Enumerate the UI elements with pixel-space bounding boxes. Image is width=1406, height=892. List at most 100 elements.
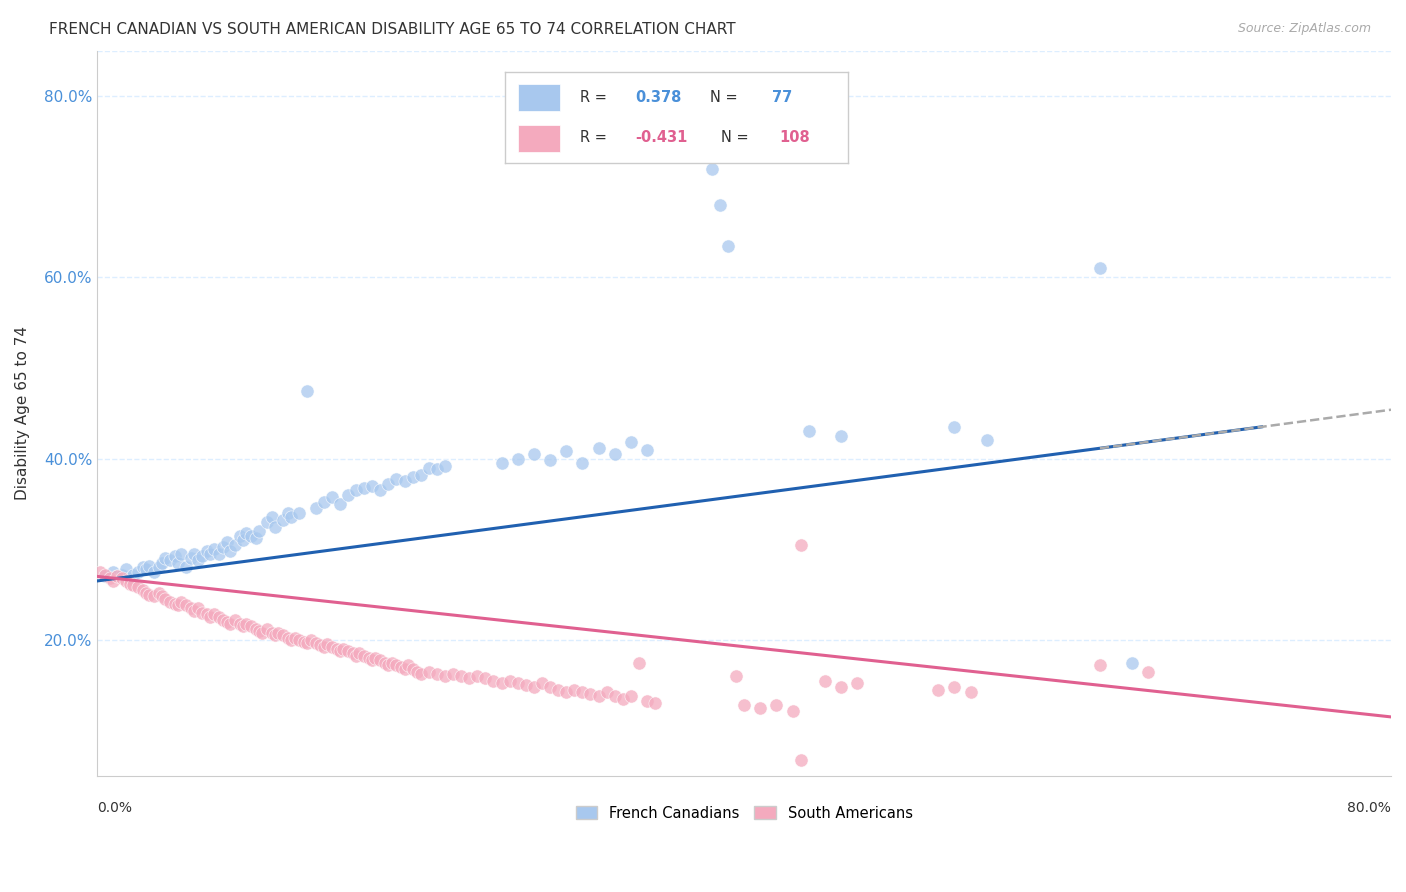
Point xyxy=(304,501,326,516)
Point xyxy=(620,435,643,450)
Point xyxy=(131,560,153,574)
Point xyxy=(361,653,384,667)
Point xyxy=(183,547,205,561)
Point xyxy=(228,528,250,542)
Point xyxy=(89,565,111,579)
Point xyxy=(304,636,326,650)
Point xyxy=(247,524,270,538)
Point xyxy=(377,658,399,673)
Point xyxy=(612,691,634,706)
Point xyxy=(170,595,193,609)
Point xyxy=(115,562,138,576)
Point xyxy=(790,538,813,552)
Point xyxy=(523,680,546,694)
Point xyxy=(118,576,141,591)
Point xyxy=(297,384,319,398)
Point xyxy=(260,510,283,524)
Point xyxy=(329,644,352,658)
Point xyxy=(782,704,804,718)
Point xyxy=(603,689,626,703)
Point xyxy=(353,481,375,495)
Point xyxy=(506,676,529,690)
Point xyxy=(280,510,302,524)
Point xyxy=(135,585,157,599)
Point xyxy=(277,631,299,645)
Point xyxy=(515,678,537,692)
Point xyxy=(191,549,214,564)
Point xyxy=(215,615,238,629)
Point xyxy=(830,429,852,443)
Point xyxy=(426,667,449,681)
Point xyxy=(321,490,343,504)
Point xyxy=(1088,261,1111,276)
Point xyxy=(245,532,267,546)
Point xyxy=(364,651,387,665)
Point xyxy=(218,616,240,631)
Point xyxy=(571,456,593,470)
Point xyxy=(142,565,165,579)
Point xyxy=(426,462,449,476)
Point xyxy=(135,562,157,576)
Point xyxy=(245,622,267,636)
Point xyxy=(433,669,456,683)
Point xyxy=(389,660,412,674)
Point xyxy=(491,456,513,470)
Point xyxy=(224,613,246,627)
Point xyxy=(620,689,643,703)
Point xyxy=(153,551,176,566)
Point xyxy=(401,469,423,483)
Point xyxy=(325,641,347,656)
Point xyxy=(163,597,186,611)
Point xyxy=(148,560,170,574)
Point xyxy=(195,607,218,622)
Point xyxy=(315,637,337,651)
Point xyxy=(1088,658,1111,673)
Point xyxy=(588,441,610,455)
Point xyxy=(138,588,160,602)
Point xyxy=(830,680,852,694)
Point xyxy=(200,547,222,561)
Point xyxy=(353,649,375,664)
Point xyxy=(292,634,315,648)
Point xyxy=(409,667,432,681)
Point xyxy=(118,571,141,585)
Point xyxy=(202,542,225,557)
Point xyxy=(498,673,520,688)
Point xyxy=(180,551,202,566)
Point xyxy=(450,669,472,683)
Point xyxy=(644,696,666,710)
Point xyxy=(94,567,117,582)
Point xyxy=(138,558,160,573)
Point xyxy=(150,556,173,570)
Point xyxy=(797,425,820,439)
Point xyxy=(336,488,359,502)
Point xyxy=(491,676,513,690)
Point xyxy=(636,442,658,457)
Point xyxy=(239,619,262,633)
Point xyxy=(299,632,322,647)
Point xyxy=(381,656,404,670)
Point xyxy=(406,665,429,679)
Point xyxy=(530,676,553,690)
Point xyxy=(153,592,176,607)
Point xyxy=(110,567,132,582)
Point xyxy=(579,687,602,701)
Point xyxy=(256,515,278,529)
Point xyxy=(110,571,132,585)
Legend: French Canadians, South Americans: French Canadians, South Americans xyxy=(569,800,918,827)
Point xyxy=(555,444,578,458)
Point xyxy=(636,694,658,708)
Point xyxy=(191,606,214,620)
Point xyxy=(321,640,343,654)
Point xyxy=(207,547,229,561)
Point xyxy=(288,632,311,647)
Point xyxy=(749,701,772,715)
Point xyxy=(555,685,578,699)
Point xyxy=(264,519,287,533)
Point xyxy=(627,656,650,670)
Point xyxy=(174,599,197,613)
Point xyxy=(180,601,202,615)
Point xyxy=(506,451,529,466)
Point xyxy=(250,625,273,640)
Point xyxy=(260,625,283,640)
